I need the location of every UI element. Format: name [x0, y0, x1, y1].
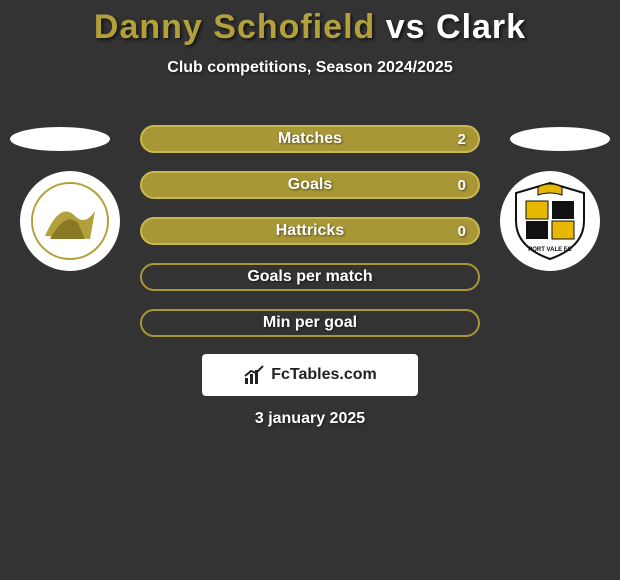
player-right-name: Clark	[436, 8, 526, 46]
stat-value-right: 0	[458, 223, 466, 240]
stat-value-right: 2	[458, 131, 466, 148]
stat-label: Goals	[288, 176, 332, 194]
chart-icon	[243, 364, 265, 386]
stat-row: Min per goal	[140, 309, 480, 337]
stat-row: Matches 2	[140, 125, 480, 153]
watermark-text: FcTables.com	[271, 366, 377, 384]
page-title: Danny Schofield vs Clark	[0, 0, 620, 47]
player-left-ellipse	[10, 127, 110, 151]
stat-row: Goals per match	[140, 263, 480, 291]
date-text: 3 january 2025	[0, 410, 620, 428]
player-right-ellipse	[510, 127, 610, 151]
stat-row: Hattricks 0	[140, 217, 480, 245]
svg-text:PORT VALE FC: PORT VALE FC	[528, 247, 572, 253]
stat-label: Goals per match	[247, 268, 372, 286]
stats-container: Matches 2 Goals 0 Hattricks 0 Goals per match M…	[140, 125, 480, 355]
stat-label: Min per goal	[263, 314, 357, 332]
vs-text: vs	[386, 8, 426, 46]
port-vale-crest-icon: PORT VALE FC	[508, 179, 592, 263]
team-crest-left	[20, 171, 120, 271]
player-left-name: Danny Schofield	[94, 8, 375, 46]
stat-label: Hattricks	[276, 222, 344, 240]
subtitle: Club competitions, Season 2024/2025	[0, 59, 620, 77]
stat-label: Matches	[278, 130, 342, 148]
doncaster-crest-icon	[30, 181, 110, 261]
team-crest-right: PORT VALE FC	[500, 171, 600, 271]
stat-row: Goals 0	[140, 171, 480, 199]
watermark: FcTables.com	[202, 354, 418, 396]
stat-value-right: 0	[458, 177, 466, 194]
